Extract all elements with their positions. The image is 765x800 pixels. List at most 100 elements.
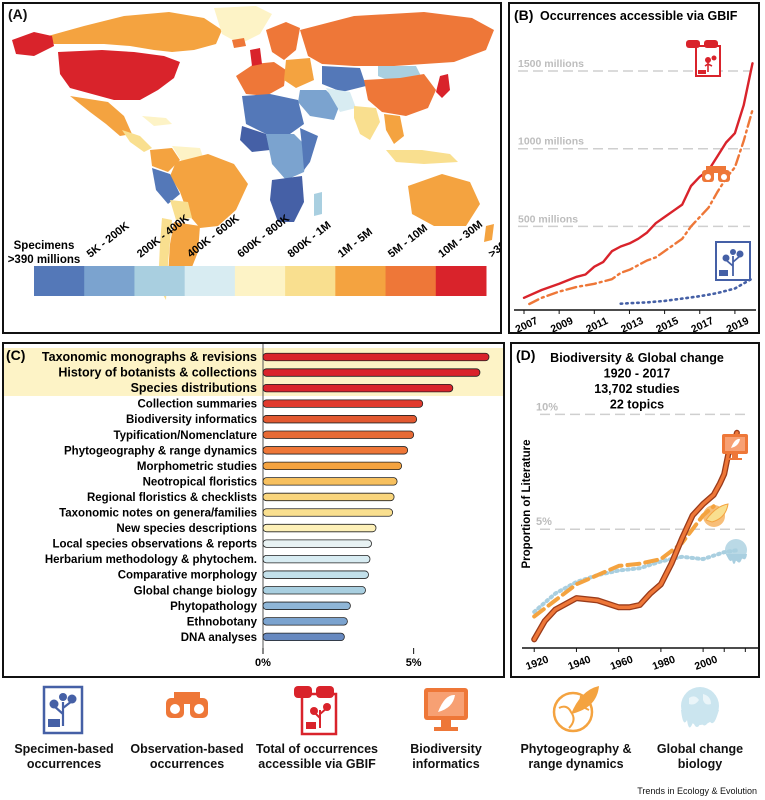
legend-swatch <box>285 266 336 296</box>
bar <box>262 539 372 548</box>
map-region-eastern-europe <box>284 58 314 88</box>
x-tick-label: 0% <box>255 657 271 669</box>
map-region-central-america <box>122 130 152 152</box>
chart-title: Biodiversity & Global change 1920 - 20171… <box>550 351 724 412</box>
map-region-north-africa <box>242 94 304 134</box>
legend-bin-label: 5M - 10M <box>386 222 430 260</box>
bar-category-label: Taxonomic monographs & revisions <box>42 350 257 364</box>
bar <box>262 399 424 408</box>
bar <box>262 477 398 486</box>
bar <box>262 523 377 533</box>
legend-label-line2: accessible via GBIF <box>258 757 376 771</box>
legend-label-line1: Specimen-based <box>14 742 114 756</box>
bar <box>262 461 402 470</box>
gbif-line-chart: (B) Occurrences accessible via GBIF 500 … <box>514 7 756 332</box>
series-line <box>619 277 754 306</box>
globe-leaf-icon <box>552 686 599 733</box>
bar <box>262 383 454 393</box>
literature-line-chart: (D) Biodiversity & Global change 1920 - 2… <box>516 347 758 673</box>
legend-swatch <box>134 266 186 296</box>
map-region-bolivia <box>170 200 192 220</box>
panel-b-label: (B) <box>514 7 533 23</box>
legend-item-global-change: Global change biology <box>636 684 764 772</box>
icon-legend: Specimen-based occurrences Observation-b… <box>0 684 765 800</box>
title-line: 1920 - 2017 <box>604 367 671 381</box>
legend-item-informatics: Biodiversity informatics <box>382 684 510 772</box>
map-region-kazakhstan <box>322 66 366 92</box>
map-region-iran <box>326 88 356 112</box>
map-region-madagascar <box>314 192 322 216</box>
series-line <box>528 108 754 306</box>
bars: Taxonomic monographs & revisions History … <box>42 350 490 644</box>
map-region-iceland <box>232 38 246 48</box>
map-region-west-africa <box>240 126 270 152</box>
legend-label-line2: occurrences <box>26 757 102 771</box>
series-line <box>532 547 741 614</box>
bar-category-label: Typification/Nomenclature <box>113 430 257 442</box>
bar-category-label: Herbarium methodology & phytochem. <box>45 554 257 566</box>
legend-label-line2: biology <box>677 757 723 771</box>
legend-item-observation: Observation-based occurrences <box>123 684 251 772</box>
bar-category-label: Phytogeography & range dynamics <box>64 445 257 457</box>
legend-bin-label: 800K - 1M <box>286 219 334 260</box>
bar-category-label: History of botanists & collections <box>58 366 257 380</box>
x-tick-label: 1940 <box>566 653 592 672</box>
legend-label-line1: Global change <box>656 742 744 756</box>
world-map-figure: Specimens >390 millions 5K - 200K 200K - … <box>8 6 500 300</box>
map-region-uk <box>250 48 262 66</box>
title-line: 22 topics <box>610 398 664 412</box>
bar <box>262 415 418 424</box>
melting-globe-icon <box>681 687 719 728</box>
map-region-alaska <box>12 32 54 56</box>
panel-d-label: (D) <box>516 347 535 363</box>
bar-category-label: Taxonomic notes on genera/families <box>59 508 257 520</box>
legend-item-specimen: Specimen-based occurrences <box>0 684 128 772</box>
x-axis: 0% 5% <box>255 648 422 669</box>
legend-label-line2: range dynamics <box>528 757 624 771</box>
herbarium-sheet-icon <box>42 685 84 735</box>
map-region-scandinavia <box>266 22 300 60</box>
bar <box>262 352 490 362</box>
x-tick-label: 5% <box>406 657 422 669</box>
map-region-southern-africa <box>270 176 304 222</box>
grid-lines: 5% 10% <box>536 401 750 530</box>
legend-label-line2: occurrences <box>149 757 225 771</box>
x-tick-label: 1920 <box>524 653 550 672</box>
legend-title-line1: Specimens <box>14 240 75 252</box>
panel-d-literature-chart: (D) Biodiversity & Global change 1920 - 2… <box>510 342 760 678</box>
bar-category-label: Ethnobotany <box>187 616 258 628</box>
computer-leaf-icon <box>424 688 468 731</box>
melting-globe-icon <box>725 539 747 564</box>
journal-credit: Trends in Ecology & Evolution <box>637 786 757 796</box>
map-region-russia <box>300 12 494 66</box>
bar <box>262 492 395 502</box>
bar-category-label: Global change biology <box>134 585 258 597</box>
bar-category-label: Phytopathology <box>170 601 257 613</box>
x-tick-label: 2000 <box>693 653 719 672</box>
legend-item-gbif-total: Total of occurrences accessible via GBIF <box>253 684 381 772</box>
legend-swatch <box>335 266 387 296</box>
panel-c-topics-chart: Taxonomic monographs & revisions History … <box>2 342 505 678</box>
map-region-indonesia <box>386 150 458 164</box>
map-region-colombia <box>150 148 180 172</box>
globe-leaf-icon <box>703 503 729 527</box>
gbif-combined-icon <box>294 686 338 736</box>
x-tick-label: 1980 <box>651 653 677 672</box>
bar-category-label: Neotropical floristics <box>143 476 257 488</box>
bar <box>262 601 351 610</box>
map-region-southeast-asia <box>384 114 404 144</box>
topics-bar-chart: Taxonomic monographs & revisions History … <box>4 344 503 669</box>
x-tick-label: 2019 <box>725 315 751 332</box>
legend-item-phytogeography: Phytogeography & range dynamics <box>512 684 640 772</box>
series-line <box>532 504 716 619</box>
map-region-east-africa <box>300 128 318 170</box>
panel-a-map: Specimens >390 millions 5K - 200K 200K - … <box>2 2 502 334</box>
map-region-india <box>354 106 380 140</box>
map-region-middle-east <box>298 90 340 120</box>
title-line: Biodiversity & Global change <box>550 351 724 365</box>
bar-category-label: Collection summaries <box>137 399 257 411</box>
legend-label-line1: Biodiversity <box>410 742 482 756</box>
grid-label: 1000 millions <box>518 136 584 148</box>
legend-swatch <box>84 266 135 296</box>
legend-label-line1: Total of occurrences <box>255 742 379 756</box>
